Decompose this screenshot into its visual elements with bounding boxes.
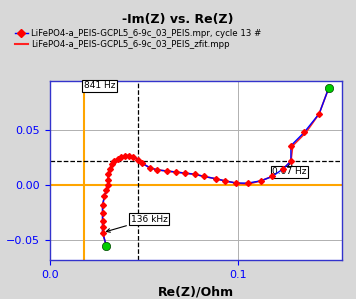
Legend: LiFePO4-a_PEIS-GCPL5_6-9c_03_PEIS.mpr, cycle 13 #, LiFePO4-a_PEIS-GCPL5_6-9c_03_: LiFePO4-a_PEIS-GCPL5_6-9c_03_PEIS.mpr, c… — [11, 25, 265, 53]
Text: 136 kHz: 136 kHz — [106, 215, 168, 232]
Y-axis label: -Im(Z)/Ohm: -Im(Z)/Ohm — [0, 130, 1, 211]
Text: -Im(Z) vs. Re(Z): -Im(Z) vs. Re(Z) — [122, 13, 234, 26]
Text: 841 Hz: 841 Hz — [84, 81, 115, 90]
Text: 0.07 Hz: 0.07 Hz — [272, 162, 307, 176]
X-axis label: Re(Z)/Ohm: Re(Z)/Ohm — [158, 286, 234, 298]
